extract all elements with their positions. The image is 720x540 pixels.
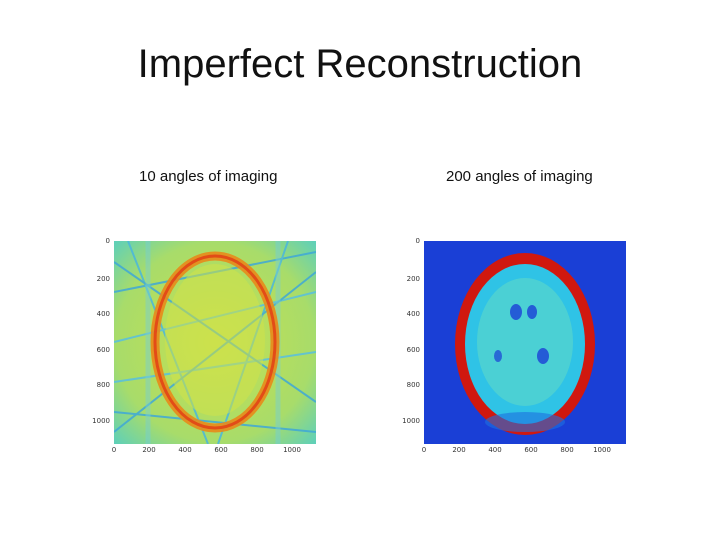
x-tick-label: 400 bbox=[488, 446, 501, 454]
x-axis-right: 0 200 400 600 800 1000 bbox=[422, 446, 611, 454]
y-tick-label: 0 bbox=[106, 237, 110, 245]
image-field-left bbox=[114, 241, 316, 444]
y-tick-label: 200 bbox=[97, 275, 110, 283]
x-tick-label: 200 bbox=[452, 446, 465, 454]
x-tick-label: 800 bbox=[560, 446, 573, 454]
y-tick-label: 0 bbox=[416, 237, 420, 245]
y-tick-label: 600 bbox=[97, 346, 110, 354]
y-tick-label: 400 bbox=[97, 310, 110, 318]
reconstruction-image-200-angles: 0 200 400 600 800 1000 0 200 400 600 800… bbox=[402, 237, 626, 454]
y-tick-label: 800 bbox=[407, 381, 420, 389]
x-tick-label: 0 bbox=[112, 446, 116, 454]
caption-200-angles: 200 angles of imaging bbox=[446, 168, 593, 185]
reconstruction-image-10-angles: 0 200 400 600 800 1000 0 200 400 600 800… bbox=[92, 237, 316, 454]
y-tick-label: 800 bbox=[97, 381, 110, 389]
caption-10-angles: 10 angles of imaging bbox=[139, 168, 278, 185]
y-axis-right: 0 200 400 600 800 1000 bbox=[402, 237, 420, 425]
x-tick-label: 200 bbox=[142, 446, 155, 454]
y-tick-label: 400 bbox=[407, 310, 420, 318]
x-tick-label: 0 bbox=[422, 446, 426, 454]
x-tick-label: 1000 bbox=[593, 446, 611, 454]
image-field-right bbox=[424, 241, 626, 444]
x-tick-label: 800 bbox=[250, 446, 263, 454]
x-tick-label: 1000 bbox=[283, 446, 301, 454]
x-tick-label: 600 bbox=[214, 446, 227, 454]
y-tick-label: 1000 bbox=[92, 417, 110, 425]
x-tick-label: 600 bbox=[524, 446, 537, 454]
y-tick-label: 600 bbox=[407, 346, 420, 354]
y-tick-label: 200 bbox=[407, 275, 420, 283]
slide-title: Imperfect Reconstruction bbox=[137, 42, 583, 86]
y-tick-label: 1000 bbox=[402, 417, 420, 425]
x-axis-left: 0 200 400 600 800 1000 bbox=[112, 446, 301, 454]
x-tick-label: 400 bbox=[178, 446, 191, 454]
y-axis-left: 0 200 400 600 800 1000 bbox=[92, 237, 110, 425]
